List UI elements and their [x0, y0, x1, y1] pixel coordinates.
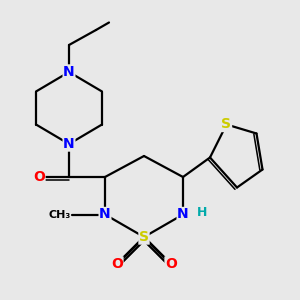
Text: S: S	[221, 118, 232, 131]
Text: N: N	[177, 208, 189, 221]
Text: O: O	[33, 170, 45, 184]
Text: N: N	[63, 65, 75, 79]
Text: CH₃: CH₃	[48, 209, 70, 220]
Text: O: O	[165, 257, 177, 271]
Text: N: N	[99, 208, 111, 221]
Text: H: H	[196, 206, 207, 220]
Text: N: N	[63, 137, 75, 151]
Text: O: O	[111, 257, 123, 271]
Text: S: S	[139, 230, 149, 244]
